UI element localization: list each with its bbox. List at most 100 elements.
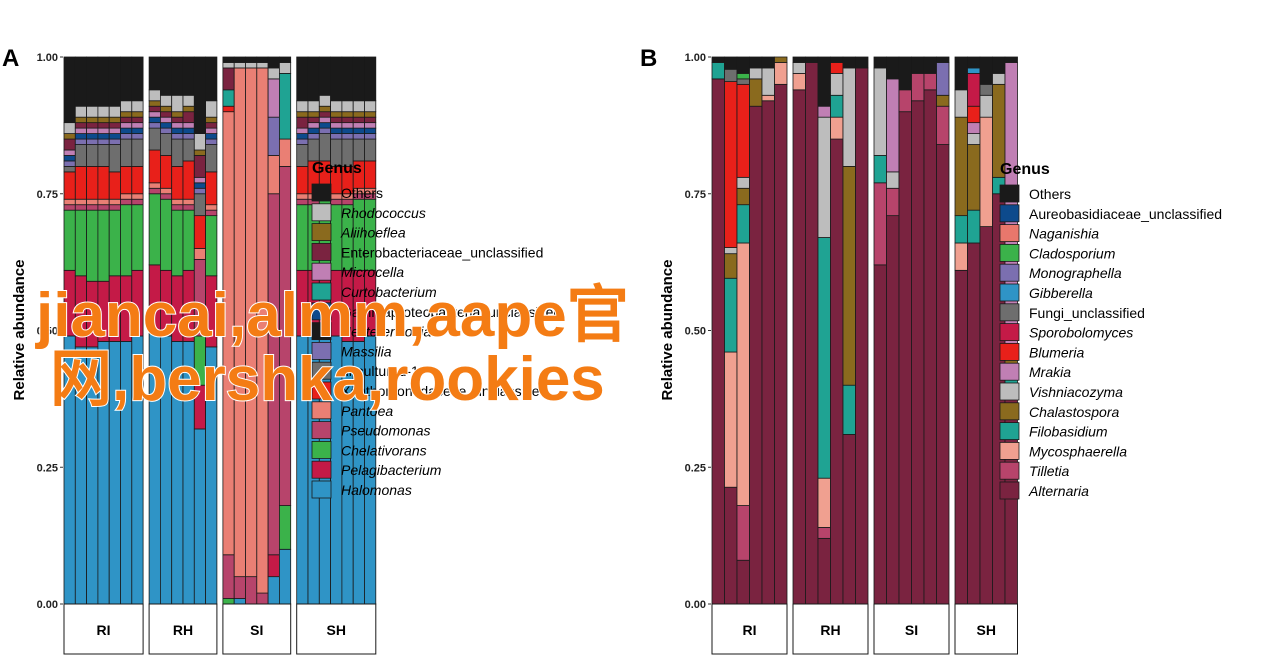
bar-segment-gammaproteobacteria-unclassified	[97, 133, 110, 140]
bar-segment-enterobacteriaceae-unclassified	[352, 116, 365, 124]
legend-label: Gibberella	[1029, 285, 1093, 301]
bar-segment-massilia	[205, 138, 218, 145]
bar-segment-vishniacozyma	[954, 89, 968, 118]
bar-segment-massilia	[182, 133, 195, 140]
bar-segment-rhodococcus	[205, 100, 218, 118]
bar-segment-chalastospora	[774, 56, 788, 63]
panel-a: A Relative abundance 0.00 0.25 0.50 0.75 1.0…	[2, 45, 561, 655]
bar-segment-fungi-unclassified	[736, 78, 750, 85]
bar-segment-enterobacteriaceae-unclassified	[120, 116, 133, 124]
bar-segment-mycosphaerella	[761, 94, 775, 102]
bar-segment-alternaria	[886, 215, 900, 605]
bar-segment-gammaproteobacteria-unclassified	[120, 127, 133, 134]
bar-segment-filobasidium	[711, 62, 725, 80]
legend-swatch	[999, 184, 1020, 203]
panel-a-y-axis-title: Relative abundance	[11, 260, 28, 401]
bar-segment-others	[205, 56, 218, 102]
bar-segment-gammaproteobacteria-unclassified	[131, 127, 144, 134]
bar-segment-xanthomonadaceae-unclassified	[86, 165, 99, 200]
bar-segment-rhodococcus	[222, 62, 235, 69]
bar-segment-halomonas	[193, 428, 207, 605]
bar-segment-chelativorans	[131, 204, 144, 271]
bar-segment-others	[193, 56, 207, 134]
bar-segment-others	[842, 56, 856, 69]
panel-a-bars	[63, 56, 377, 605]
bar-segment-others	[245, 56, 258, 63]
bar-segment-pantoea	[63, 198, 76, 206]
bar-segment-rhodococcus	[159, 94, 173, 107]
facet-strip-label: RI	[97, 622, 111, 638]
bar-segment-others	[233, 56, 246, 63]
bar-segment-halomonas	[267, 576, 280, 605]
facet-strip-label: RH	[173, 622, 193, 638]
bar-segment-enterobacteriaceae-unclassified	[193, 155, 207, 178]
bar-segment-massilia	[352, 133, 365, 140]
bar-segment-microcella	[63, 149, 76, 156]
bar-segment-mycosphaerella	[724, 351, 738, 488]
bar-segment-rhodococcus	[108, 105, 121, 118]
bar-segment-others	[97, 56, 110, 107]
bar-segment-microcella	[148, 111, 161, 118]
panel-b-facet-strips: RI RH SI SH	[711, 603, 1018, 655]
bar-segment-sporobolomyces	[967, 73, 981, 107]
bar-segment-microcella	[193, 176, 207, 184]
legend-label: Blumeria	[1029, 344, 1084, 360]
bar-segment-chalastospora	[967, 144, 981, 211]
legend-swatch	[311, 401, 332, 420]
bar-segment-massilia	[296, 138, 309, 145]
bar-segment-rhodococcus	[131, 100, 144, 113]
bar-segment-alternaria	[979, 226, 993, 605]
bar-segment-pantoea	[74, 198, 88, 206]
bar-segment-alternaria	[873, 264, 887, 605]
bar-segment-others	[749, 56, 763, 69]
bar-segment-mycosphaerella	[979, 116, 993, 227]
bar-segment-others	[108, 56, 121, 107]
bar-segment-others	[86, 56, 99, 107]
bar-segment-pseudomonas	[233, 576, 246, 599]
y-tick-label: 0.75	[37, 189, 58, 201]
bar-segment-enterobacteriaceae-unclassified	[307, 116, 320, 124]
panel-b-letter: B	[640, 45, 657, 72]
bar-segment-massilia	[108, 138, 121, 145]
bar-segment-others	[923, 56, 937, 74]
bar-segment-chelativorans	[108, 209, 121, 277]
bar-segment-pseudomonas	[159, 193, 173, 200]
bar-segment-microcella	[330, 122, 343, 129]
bar-segment-xanthomonadaceae-unclassified	[108, 171, 121, 200]
bar-segment-vishniacozyma	[967, 133, 981, 145]
legend-swatch	[311, 282, 332, 301]
bar-segment-aliihoeflea	[307, 111, 320, 118]
bar-segment-tilletia	[886, 187, 900, 217]
bar-segment-xanthomonadaceae-unclassified	[193, 215, 207, 249]
bar-segment-alternaria	[911, 100, 925, 605]
bar-segment-gammaproteobacteria-unclassified	[159, 122, 173, 129]
bar-segment-gammaproteobacteria-unclassified	[318, 122, 331, 129]
y-tick-label: 0.75	[685, 189, 706, 201]
bar-segment-others	[992, 56, 1006, 74]
panel-a-y-ticks: 0.00 0.25 0.50 0.75 1.00	[37, 52, 63, 611]
bar-segment-aliihoeflea	[182, 105, 195, 113]
bar-segment-gammaproteobacteria-unclassified	[148, 116, 161, 124]
bar-segment-vishniacozyma	[886, 171, 900, 189]
bar-segment-gammaproteobacteria-unclassified	[352, 127, 365, 134]
bar-segment-filobasidium	[724, 277, 738, 353]
legend-label: Nesterenkonia	[341, 324, 431, 340]
legend-swatch	[999, 342, 1020, 361]
facet-strip-box	[954, 603, 1018, 655]
bar-segment-pelagibacterium	[267, 554, 280, 578]
bar-segment-gibberella	[967, 67, 981, 74]
bar-segment-microcella	[159, 116, 173, 124]
bar-segment-rhodococcus	[148, 89, 161, 102]
bar-segment-microcella	[267, 78, 280, 118]
bar-segment-xanthomonadaceae-unclassified	[296, 165, 309, 195]
bar-segment-others	[267, 56, 280, 69]
bar-segment-pantoea	[131, 193, 144, 200]
bar-segment-rhodococcus	[352, 100, 365, 113]
bar-segment-vishniacozyma	[724, 247, 738, 255]
bar-segment-pseudomonas	[182, 204, 195, 211]
bar-segment-others	[817, 56, 831, 107]
bar-segment-mycosphaerella	[817, 477, 831, 528]
bar-segment-pseudomonas	[74, 204, 88, 211]
bar-segment-chelativorans	[120, 204, 133, 277]
bar-segment-others	[898, 56, 912, 91]
